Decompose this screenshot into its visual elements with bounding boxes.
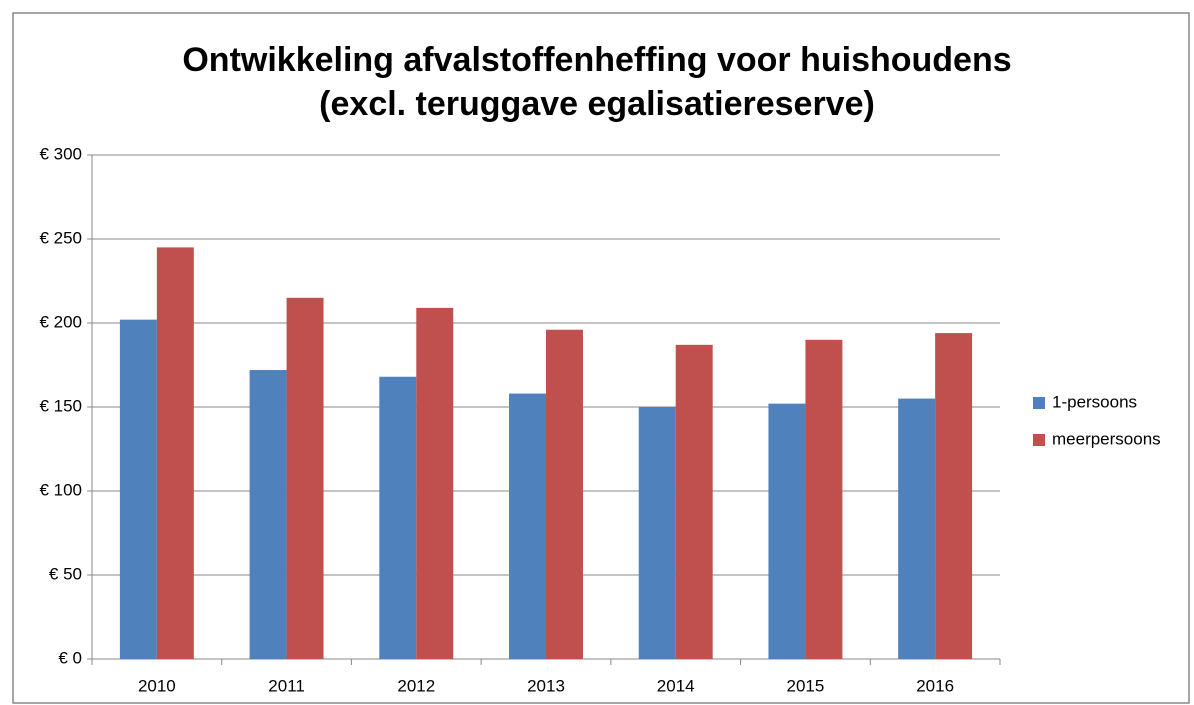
chart-frame — [12, 12, 1190, 704]
x-tick-label: 2016 — [916, 676, 954, 695]
bar — [119, 319, 157, 659]
bar — [935, 333, 973, 659]
bar — [805, 339, 843, 659]
y-tick-label: € 200 — [39, 312, 82, 331]
x-tick-label: 2010 — [138, 676, 176, 695]
x-tick-label: 2014 — [657, 676, 695, 695]
x-tick-label: 2013 — [527, 676, 565, 695]
legend-swatch — [1033, 397, 1045, 409]
bar — [509, 393, 546, 659]
bar — [638, 407, 676, 659]
y-tick-label: € 50 — [49, 564, 82, 583]
x-tick-label: 2011 — [268, 676, 305, 695]
legend-label: meerpersoons — [1052, 429, 1161, 448]
bar — [286, 297, 324, 659]
chart-title: Ontwikkeling afvalstoffenheffing voor hu… — [182, 41, 1011, 79]
bar — [675, 344, 713, 659]
y-tick-label: € 100 — [39, 480, 82, 499]
bar — [379, 376, 417, 659]
x-tick-label: 2015 — [787, 676, 825, 695]
bar — [416, 307, 454, 659]
y-tick-label: € 150 — [39, 396, 82, 415]
bar — [249, 370, 287, 659]
x-tick-label: 2012 — [397, 676, 435, 695]
bar — [156, 247, 194, 659]
bar — [768, 403, 806, 659]
y-tick-label: € 0 — [58, 648, 82, 667]
legend-label: 1-persoons — [1052, 392, 1137, 411]
bar — [898, 398, 936, 659]
bar — [546, 329, 583, 659]
chart-title: (excl. teruggave egalisatiereserve) — [319, 85, 875, 123]
y-tick-label: € 300 — [39, 144, 82, 163]
legend-swatch — [1033, 434, 1045, 446]
y-tick-label: € 250 — [39, 228, 82, 247]
